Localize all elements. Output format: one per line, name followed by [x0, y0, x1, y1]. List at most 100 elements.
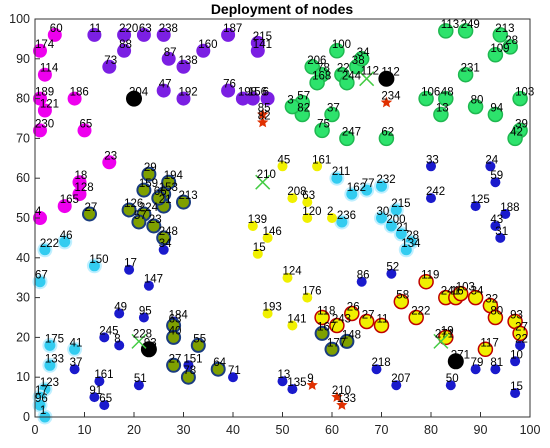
node-marker-s8-0	[331, 391, 343, 402]
node-label-s1-11: 141	[253, 39, 272, 51]
node-marker-s3-12	[37, 242, 53, 258]
node-label-s7-3: 159	[139, 178, 158, 190]
node-marker-s7-11	[131, 214, 147, 230]
node-label-s2-23: 94	[490, 103, 503, 115]
node-marker-s5-11	[262, 308, 273, 319]
node-label-s7-13: 63	[169, 314, 182, 326]
node-marker-s3-17	[42, 357, 58, 373]
node-marker-s0-9	[57, 199, 72, 214]
node-label-s1-7: 160	[198, 39, 217, 51]
node-label-s3-18: 123	[40, 377, 59, 389]
node-label-s5-10: 176	[302, 286, 321, 298]
node-label-s7-7: 66	[154, 186, 167, 198]
node-label-s0-4: 230	[35, 118, 54, 130]
node-marker-s2-16	[502, 39, 518, 55]
node-label-s5-5: 2	[327, 206, 333, 218]
node-label-s1-8: 73	[104, 55, 117, 67]
node-marker-s4-24	[228, 372, 238, 383]
node-label-s6-13: 27	[362, 310, 375, 322]
node-marker-s4-8	[386, 268, 397, 279]
node-label-s4-27: 218	[372, 357, 391, 369]
node-marker-s6-14	[329, 317, 345, 334]
node-marker-s1-12	[156, 83, 171, 98]
node-marker-s7-9	[146, 218, 162, 234]
node-label-s8-3: 82	[258, 111, 271, 123]
node-label-s4-10: 34	[159, 238, 172, 250]
node-marker-s3-2	[344, 186, 360, 202]
node-label-s7-1: 194	[164, 170, 184, 182]
node-label-s3-1: 232	[377, 174, 396, 186]
node-label-s6-12: 26	[347, 302, 360, 314]
node-label-s7-5: 21	[159, 194, 172, 206]
node-marker-s1-11	[250, 43, 265, 58]
node-marker-s6-6	[487, 309, 504, 326]
node-marker-s2-26	[507, 130, 523, 147]
node-label-s4-3: 242	[426, 186, 445, 198]
node-label-s3-5: 30	[377, 206, 390, 218]
node-label-s4-13: 49	[114, 302, 127, 314]
node-label-s0-11: 23	[104, 150, 117, 162]
node-label-s0-0: 174	[35, 39, 55, 51]
node-marker-s1-6	[176, 59, 191, 74]
node-marker-s3-7	[393, 226, 409, 242]
node-label-s4-14: 95	[139, 306, 152, 318]
node-marker-s0-7	[72, 175, 87, 190]
node-label-s5-12: 141	[287, 314, 306, 326]
node-marker-s5-5	[327, 213, 337, 223]
node-marker-s3-15	[42, 337, 58, 353]
node-label-s7-21: 148	[342, 329, 361, 341]
node-label-s4-11: 17	[124, 258, 137, 270]
node-marker-s2-28	[284, 98, 301, 115]
node-label-s2-13: 113	[441, 19, 459, 31]
cross-marker-1	[433, 333, 449, 349]
x-tick-label-5: 50	[276, 423, 290, 437]
node-label-s4-31: 81	[490, 357, 503, 369]
node-marker-s1-16	[245, 91, 260, 106]
node-label-s1-10: 215	[253, 31, 272, 43]
node-label-s6-7: 93	[510, 310, 523, 322]
node-marker-s0-12	[47, 27, 62, 42]
node-marker-s6-4	[467, 289, 484, 306]
x-tick-label-7: 70	[375, 423, 389, 437]
node-label-s2-17: 109	[490, 43, 509, 55]
node-marker-s2-23	[487, 106, 504, 123]
node-marker-s5-1	[312, 161, 323, 172]
node-label-s5-7: 146	[263, 226, 282, 238]
node-label-s4-32: 10	[510, 349, 523, 361]
node-marker-s4-11	[124, 264, 135, 275]
node-marker-s7-17	[180, 369, 196, 385]
node-marker-s5-3	[302, 197, 313, 208]
node-label-s1-4: 88	[119, 39, 132, 51]
node-label-s2-1: 78	[317, 63, 330, 75]
node-label-s1-1: 220	[119, 23, 138, 35]
node-marker-s2-21	[433, 106, 449, 123]
node-marker-s2-6	[309, 74, 325, 91]
node-label-s2-21: 13	[436, 103, 449, 115]
node-label-s4-6: 43	[490, 214, 503, 226]
node-marker-s2-18	[457, 66, 474, 83]
node-label-s1-5: 87	[164, 47, 177, 59]
node-marker-s5-12	[287, 320, 298, 331]
node-label-s4-5: 188	[500, 202, 519, 214]
node-marker-s7-14	[166, 329, 182, 345]
node-marker-s4-20	[89, 392, 100, 403]
node-marker-s2-24	[512, 90, 528, 107]
y-tick-label-10: 100	[9, 12, 30, 26]
node-marker-s4-29	[445, 380, 456, 391]
node-marker-s1-9	[221, 27, 236, 42]
node-label-s0-1: 114	[40, 63, 59, 75]
node-label-s5-1: 161	[312, 154, 331, 166]
node-label-s9-1: 93	[144, 337, 157, 349]
node-marker-s5-10	[302, 292, 313, 303]
node-marker-s1-0	[87, 27, 102, 42]
node-marker-s7-6	[176, 194, 191, 210]
node-label-s3-8: 28	[406, 230, 419, 242]
y-tick-label-2: 20	[16, 330, 30, 344]
node-label-s5-2: 208	[287, 186, 306, 198]
node-marker-s2-9	[324, 106, 340, 123]
node-label-s3-12: 222	[40, 238, 59, 250]
cross-marker-3	[359, 71, 375, 87]
node-label-s2-27: 82	[297, 103, 310, 115]
node-label-s2-22: 80	[471, 95, 484, 107]
node-label-s3-7: 21	[396, 222, 409, 234]
